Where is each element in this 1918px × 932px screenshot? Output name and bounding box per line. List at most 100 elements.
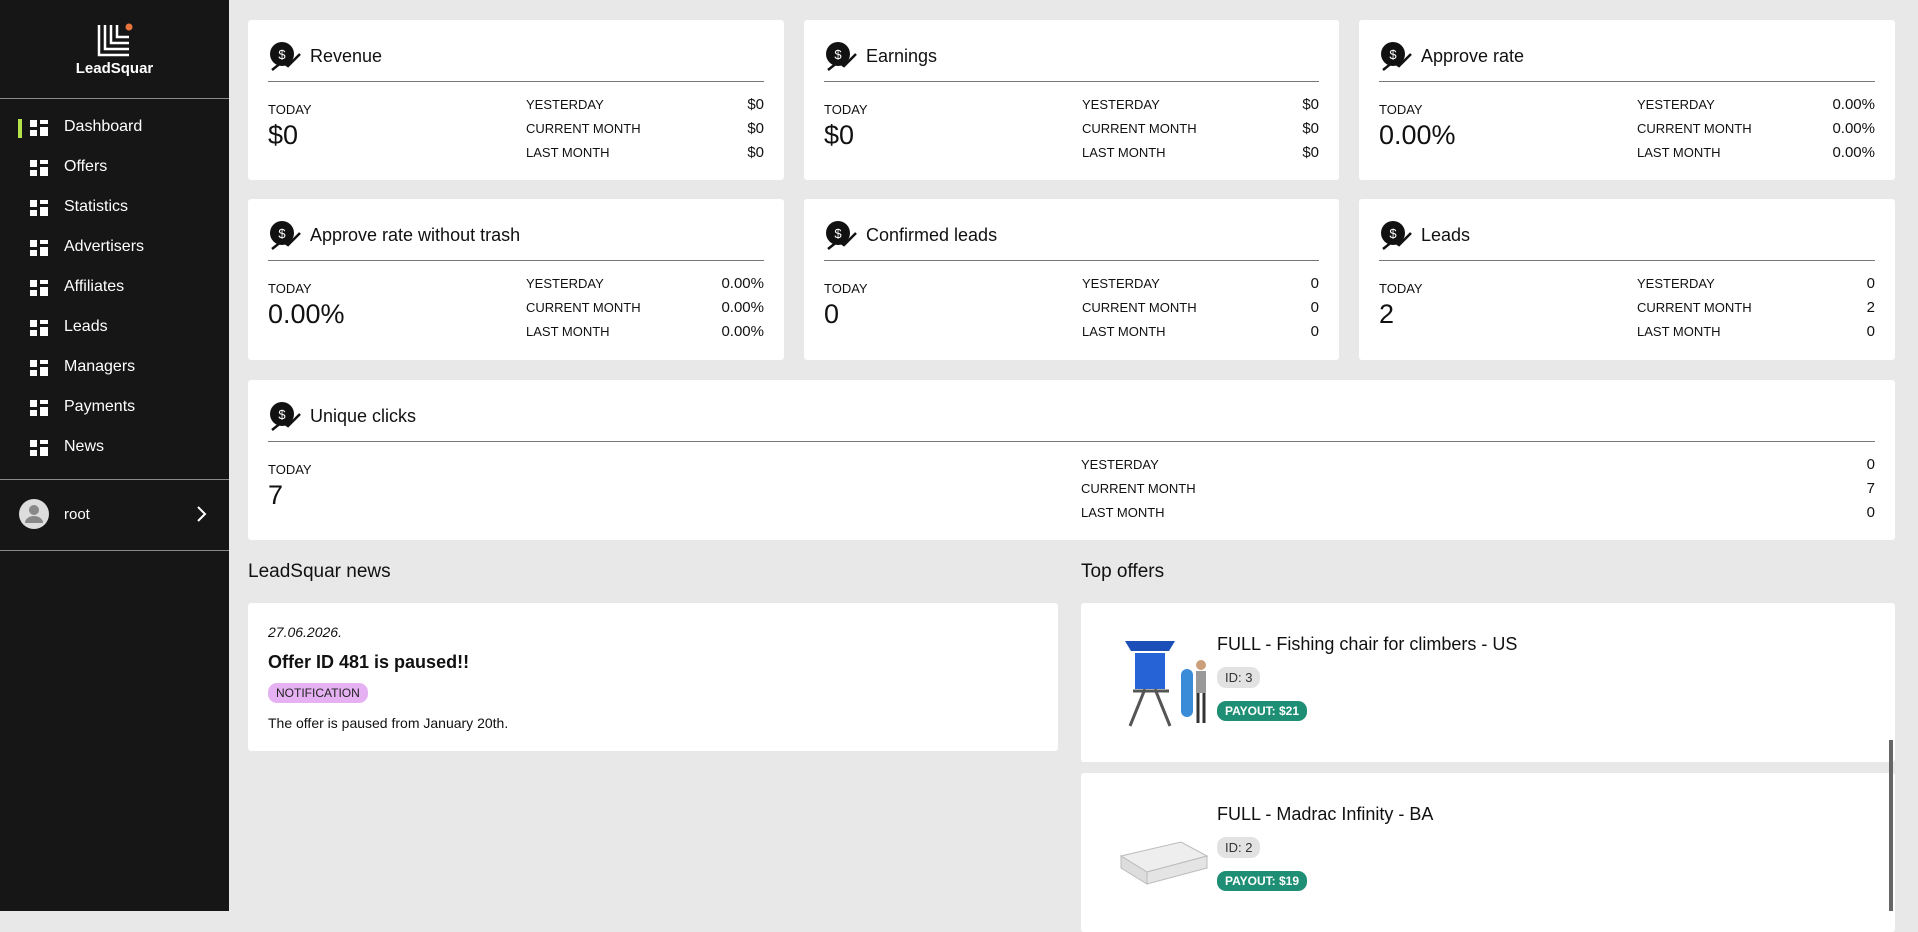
row-label: CURRENT MONTH — [1637, 300, 1752, 315]
row-label: YESTERDAY — [1637, 276, 1715, 291]
today-label: TODAY — [1379, 102, 1423, 117]
today-value: $0 — [268, 120, 299, 150]
row-label: LAST MONTH — [1637, 324, 1721, 339]
menu-item[interactable]: Offers — [64, 158, 108, 175]
chevron[interactable] — [195, 505, 207, 523]
row-value: 0 — [1866, 323, 1875, 340]
card-icon: $ — [824, 219, 858, 258]
menu-icon — [29, 199, 49, 222]
card-icon: $ — [1379, 219, 1413, 258]
card-icon: $ — [268, 400, 302, 439]
offer-image — [1115, 631, 1211, 736]
svg-text:$: $ — [1389, 226, 1397, 241]
menu-icon — [29, 239, 49, 262]
today-value: 7 — [268, 480, 284, 510]
row-value: $0 — [747, 96, 764, 113]
row-label: LAST MONTH — [1081, 505, 1165, 520]
today-value: $0 — [824, 120, 855, 150]
svg-text:$: $ — [278, 47, 286, 62]
stat-card: $ Leads TODAY 2 YESTERDAY 0 CURRENT MONTH 2 LAST… — [1359, 199, 1895, 360]
row-value: 0 — [1866, 504, 1875, 521]
row-label: LAST MONTH — [526, 145, 610, 160]
today-label: TODAY — [268, 102, 312, 117]
row-label: YESTERDAY — [1637, 97, 1715, 112]
menu-item[interactable]: Managers — [64, 358, 136, 375]
stat-card: $ Revenue TODAY $0 YESTERDAY $0 CURRENT MONTH $… — [248, 20, 784, 180]
svg-text:$: $ — [834, 226, 842, 241]
card-title: Unique clicks — [310, 406, 417, 426]
offer-card[interactable]: FULL - Fishing chair for climbers - US ID… — [1081, 603, 1895, 762]
card-divider — [1379, 81, 1875, 82]
stat-card: $ Approve rate TODAY 0.00% YESTERDAY 0.00% CUR… — [1359, 20, 1895, 180]
menu-icon — [29, 439, 49, 462]
active-indicator — [18, 119, 22, 138]
menu-icon — [29, 279, 49, 302]
news-body: The offer is paused from January 20th. — [268, 715, 509, 731]
user-name[interactable]: root — [64, 506, 90, 523]
row-value: 0.00% — [1832, 96, 1875, 113]
today-label: TODAY — [1379, 281, 1423, 296]
divider — [0, 479, 229, 480]
card-icon: $ — [268, 219, 302, 258]
row-label: YESTERDAY — [526, 276, 604, 291]
stat-card: $ Confirmed leads TODAY 0 YESTERDAY 0 CURRENT … — [804, 199, 1339, 360]
card-title: Earnings — [866, 46, 938, 66]
row-value: $0 — [1302, 144, 1319, 161]
sidebar: LeadSquar root Dashboard Offers Statistics… — [0, 0, 229, 911]
card-divider — [268, 441, 1875, 442]
logo — [97, 23, 133, 57]
offer-title[interactable]: FULL - Fishing chair for climbers - US — [1217, 634, 1518, 654]
avatar[interactable] — [19, 499, 49, 529]
row-value: $0 — [747, 120, 764, 137]
menu-item[interactable]: Leads — [64, 318, 108, 335]
news-tag: NOTIFICATION — [268, 683, 368, 703]
card-icon: $ — [1379, 40, 1413, 79]
menu-item[interactable]: Affiliates — [64, 278, 125, 295]
offers-heading: Top offers — [1081, 561, 1165, 582]
card-divider — [268, 260, 764, 261]
row-value: 0 — [1310, 299, 1319, 316]
offer-card[interactable]: FULL - Madrac Infinity - BA ID: 2 PAYOUT: … — [1081, 773, 1895, 932]
svg-text:$: $ — [278, 407, 286, 422]
stat-card: $ Earnings TODAY $0 YESTERDAY $0 CURRENT MONTH… — [804, 20, 1339, 180]
menu-item[interactable]: Statistics — [64, 198, 129, 215]
row-value: $0 — [1302, 96, 1319, 113]
row-value: $0 — [1302, 120, 1319, 137]
card-divider — [824, 260, 1319, 261]
today-label: TODAY — [268, 462, 312, 477]
svg-text:$: $ — [1389, 47, 1397, 62]
menu-icon — [29, 159, 49, 182]
brand: LeadSquar — [75, 60, 154, 77]
row-label: LAST MONTH — [526, 324, 610, 339]
card-divider — [824, 81, 1319, 82]
today-value: 0 — [824, 299, 840, 329]
menu-item[interactable]: Advertisers — [64, 238, 145, 255]
card-divider — [268, 81, 764, 82]
today-label: TODAY — [268, 281, 312, 296]
menu-icon — [29, 319, 49, 342]
today-label: TODAY — [824, 102, 868, 117]
menu-item[interactable]: Payments — [64, 398, 136, 415]
row-value: 7 — [1866, 480, 1875, 497]
card-title: Confirmed leads — [866, 225, 998, 245]
row-value: 0 — [1310, 323, 1319, 340]
menu-item[interactable]: Dashboard — [64, 118, 143, 135]
offer-image — [1115, 801, 1211, 906]
row-label: CURRENT MONTH — [1082, 121, 1197, 136]
news-card: 27.06.2026. Offer ID 481 is paused!! NOTIF… — [248, 603, 1058, 751]
menu-item[interactable]: News — [64, 438, 105, 455]
row-label: YESTERDAY — [1081, 457, 1159, 472]
card-divider — [1379, 260, 1875, 261]
news-title: Offer ID 481 is paused!! — [268, 652, 470, 672]
menu-icon — [29, 399, 49, 422]
offer-id: ID: 2 — [1217, 837, 1261, 858]
offer-title[interactable]: FULL - Madrac Infinity - BA — [1217, 804, 1434, 824]
menu-icon — [29, 119, 49, 142]
stat-card: $ Approve rate without trash TODAY 0.00% YES… — [248, 199, 784, 360]
today-value: 0.00% — [268, 299, 345, 329]
offer-id: ID: 3 — [1217, 667, 1261, 688]
row-value: 0 — [1310, 275, 1319, 292]
row-label: CURRENT MONTH — [1082, 300, 1197, 315]
